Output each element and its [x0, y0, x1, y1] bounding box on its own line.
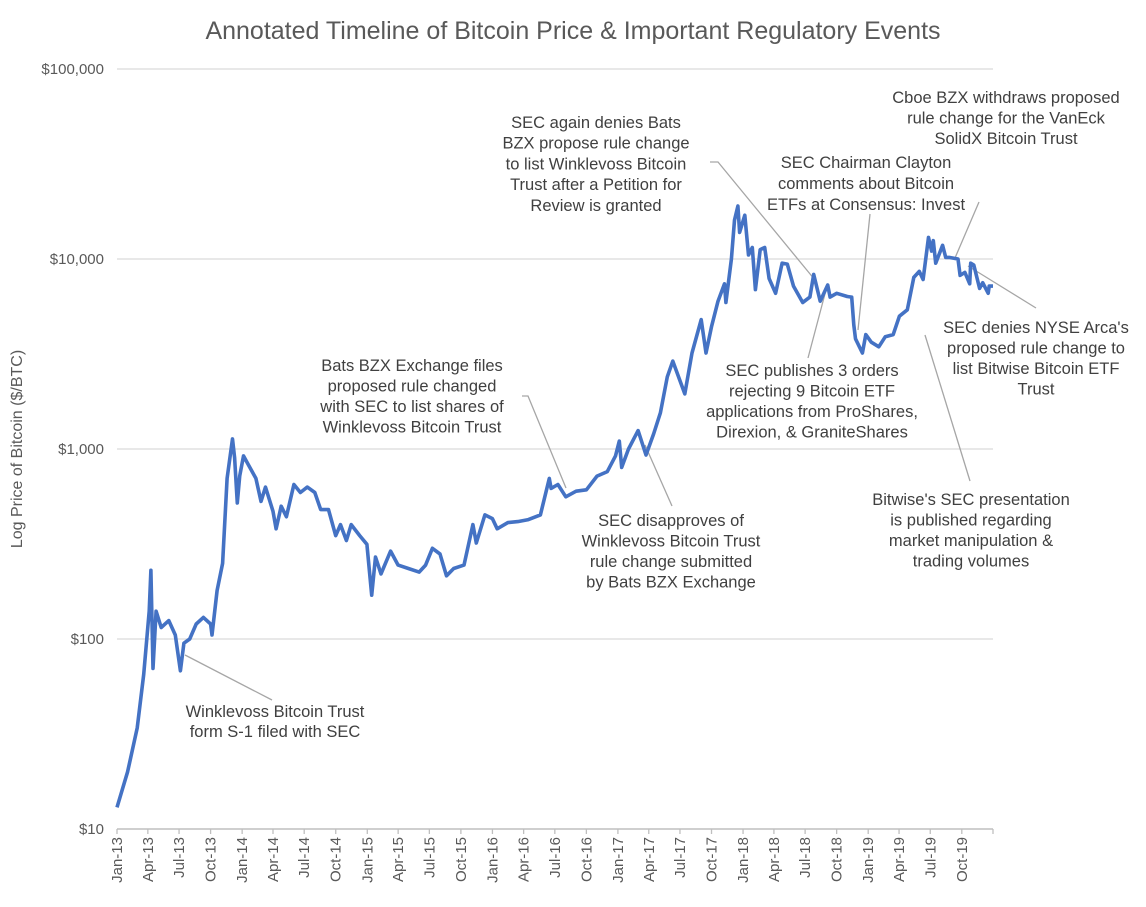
- annotation-text-line: Bitwise's SEC presentation: [872, 491, 1070, 509]
- annotation: SEC again denies Bats BZX propose rule ch…: [502, 114, 689, 215]
- x-tick-label: Oct-18: [829, 837, 846, 882]
- annotation: Cboe BZX withdraws proposed rule change f…: [892, 89, 1119, 148]
- annotation-text-line: with SEC to list shares of: [319, 398, 504, 416]
- annotation-leader-line: [857, 213, 871, 331]
- annotation-text-line: is published regarding: [890, 512, 1051, 530]
- annotation-text-line: SEC denies NYSE Arca's: [943, 319, 1129, 337]
- annotation-leader-line: [807, 289, 827, 359]
- annotation-text-line: rule change submitted: [590, 553, 752, 571]
- annotation-leader-line: [954, 201, 980, 259]
- x-tick-label: Jul-15: [421, 837, 438, 878]
- annotation-text-line: Cboe BZX withdraws proposed: [892, 89, 1119, 107]
- annotation-text-line: Winklevoss Bitcoin Trust: [582, 533, 761, 551]
- x-tick-label: Jul-19: [922, 837, 939, 878]
- annotation-text-line: Direxion, & GraniteShares: [716, 424, 908, 442]
- x-tick-label: Jan-13: [109, 837, 126, 883]
- annotation-text-line: rejecting 9 Bitcoin ETF: [729, 383, 895, 401]
- annotation-leader-line: [522, 395, 567, 489]
- annotation-text-line: Winklevoss Bitcoin Trust: [186, 703, 365, 721]
- annotation-text-line: comments about Bitcoin: [778, 175, 954, 193]
- annotation-text-line: proposed rule change to: [947, 340, 1125, 358]
- x-tick-label: Jul-16: [547, 837, 564, 878]
- x-tick-label: Jan-16: [484, 837, 501, 883]
- annotation-text-line: BZX propose rule change: [502, 135, 689, 153]
- annotation-text-line: Review is granted: [530, 197, 661, 215]
- annotation-text-line: SEC disapproves of: [598, 512, 744, 530]
- x-tick-label: Jan-18: [735, 837, 752, 883]
- x-tick-label: Jul-17: [672, 837, 689, 878]
- annotation-text-line: Bats BZX Exchange files: [321, 357, 503, 375]
- annotation-text-line: market manipulation &: [889, 532, 1053, 550]
- annotation: SEC Chairman Clayton comments about Bitco…: [767, 154, 965, 214]
- x-tick-label: Apr-14: [265, 837, 282, 882]
- y-tick-label: $1,000: [58, 441, 104, 458]
- annotation-text-line: to list Winklevoss Bitcoin: [506, 155, 687, 173]
- annotation-text-line: SEC again denies Bats: [511, 114, 681, 132]
- x-tick-label: Oct-19: [954, 837, 971, 882]
- annotation-leader-line: [710, 161, 816, 281]
- y-tick-label: $100,000: [41, 61, 104, 78]
- x-tick-label: Apr-19: [891, 837, 908, 882]
- annotation: Bats BZX Exchange files proposed rule cha…: [319, 357, 504, 437]
- annotation-leader-line: [644, 444, 673, 507]
- annotation: Winklevoss Bitcoin Trust form S-1 filed w…: [186, 703, 365, 741]
- x-tick-label: Jul-14: [296, 837, 313, 878]
- annotation-leader-line: [184, 654, 273, 701]
- x-tick-label: Jan-19: [860, 837, 877, 883]
- y-tick-label: $10,000: [50, 251, 104, 268]
- x-tick-label: Apr-16: [516, 837, 533, 882]
- x-tick-label: Oct-16: [578, 837, 595, 882]
- annotation-text-line: list Bitwise Bitcoin ETF: [953, 360, 1120, 378]
- annotation-text-line: rule change for the VanEck: [907, 110, 1106, 128]
- y-axis-label: Log Price of Bitcoin ($/BTC): [9, 350, 26, 548]
- x-tick-label: Apr-15: [390, 837, 407, 882]
- annotation-text-line: SEC Chairman Clayton: [781, 154, 952, 172]
- annotation-leader-line: [924, 334, 971, 482]
- x-tick-label: Jan-14: [234, 837, 251, 883]
- x-tick-label: Jan-15: [359, 837, 376, 883]
- x-tick-label: Apr-18: [766, 837, 783, 882]
- annotation-leader-line: [967, 265, 1037, 309]
- annotation-text-line: trading volumes: [913, 553, 1029, 571]
- x-tick-label: Oct-17: [704, 837, 721, 882]
- annotation-text-line: Trust: [1018, 381, 1055, 399]
- chart-title: Annotated Timeline of Bitcoin Price & Im…: [205, 17, 940, 45]
- annotation-text-line: ETFs at Consensus: Invest: [767, 196, 965, 214]
- x-tick-label: Oct-13: [203, 837, 220, 882]
- x-tick-label: Jul-13: [171, 837, 188, 878]
- annotation: SEC denies NYSE Arca's proposed rule chan…: [943, 319, 1129, 399]
- annotation-text-line: applications from ProShares,: [706, 403, 918, 421]
- y-tick-label: $10: [79, 821, 104, 838]
- annotation-text-line: proposed rule changed: [328, 378, 497, 396]
- x-tick-label: Apr-13: [140, 837, 157, 882]
- annotation: SEC publishes 3 orders rejecting 9 Bitcoi…: [706, 362, 918, 442]
- price-series-line: [115, 204, 993, 808]
- x-tick-label: Jan-17: [610, 837, 627, 883]
- annotation-text-line: Winklevoss Bitcoin Trust: [323, 419, 502, 437]
- x-tick-label: Oct-15: [453, 837, 470, 882]
- y-tick-label: $100: [71, 631, 104, 648]
- annotation-text-line: SEC publishes 3 orders: [725, 362, 898, 380]
- x-tick-label: Jul-18: [797, 837, 814, 878]
- annotation-text-line: Trust after a Petition for: [510, 176, 682, 194]
- annotation: Bitwise's SEC presentation is published r…: [872, 491, 1070, 571]
- annotation-text-line: SolidX Bitcoin Trust: [934, 130, 1077, 148]
- annotation-text-line: by Bats BZX Exchange: [586, 574, 756, 592]
- annotation-text-line: form S-1 filed with SEC: [190, 723, 361, 741]
- x-tick-label: Oct-14: [328, 837, 345, 882]
- annotation: SEC disapproves of Winklevoss Bitcoin Tru…: [582, 512, 761, 592]
- x-tick-label: Apr-17: [641, 837, 658, 882]
